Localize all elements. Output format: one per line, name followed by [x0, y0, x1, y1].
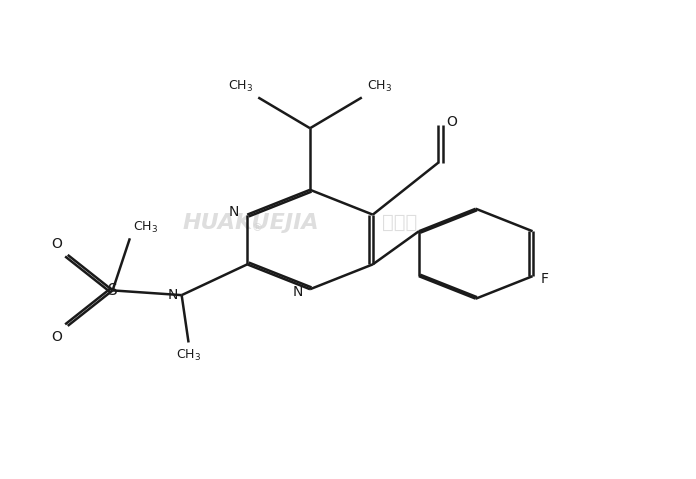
Text: CH$_3$: CH$_3$ — [367, 79, 393, 94]
Text: CH$_3$: CH$_3$ — [134, 219, 159, 235]
Text: O: O — [52, 330, 62, 344]
Text: N: N — [168, 288, 178, 302]
Text: O: O — [447, 115, 457, 129]
Text: ®: ® — [251, 223, 262, 233]
Text: F: F — [541, 272, 549, 285]
Text: S: S — [108, 283, 118, 298]
Text: HUAKUEJIA: HUAKUEJIA — [183, 213, 319, 233]
Text: 化学加: 化学加 — [382, 214, 418, 232]
Text: CH$_3$: CH$_3$ — [176, 348, 201, 363]
Text: N: N — [293, 285, 303, 299]
Text: CH$_3$: CH$_3$ — [228, 79, 253, 94]
Text: N: N — [228, 205, 239, 219]
Text: O: O — [52, 237, 62, 251]
